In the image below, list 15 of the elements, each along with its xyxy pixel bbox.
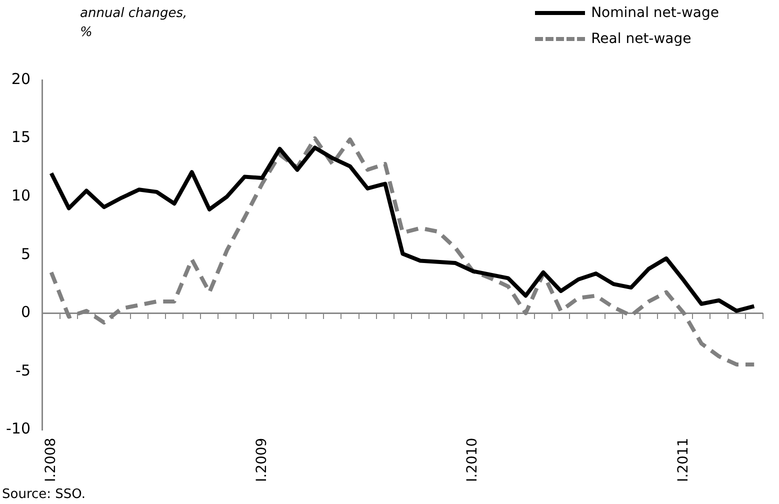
x-tick-label: I.2011 <box>675 438 692 482</box>
y-tick-label: 15 <box>11 128 30 146</box>
y-tick-label: -10 <box>6 420 30 438</box>
y-tick-label: 5 <box>20 244 30 263</box>
source-note: Source: SSO. <box>2 487 86 502</box>
y-axis-title: annual changes, % <box>80 5 188 42</box>
y-tick-label: 0 <box>20 303 30 322</box>
legend-label: Real net-wage <box>591 31 692 47</box>
legend-label: Nominal net-wage <box>591 5 719 21</box>
x-tick-label: I.2009 <box>254 438 270 482</box>
y-tick-label: -5 <box>16 361 30 380</box>
y-tick-label: 20 <box>11 70 30 88</box>
x-tick-label: I.2010 <box>464 438 481 482</box>
x-tick-label: I.2008 <box>42 438 59 482</box>
y-tick-label: 10 <box>11 186 30 204</box>
